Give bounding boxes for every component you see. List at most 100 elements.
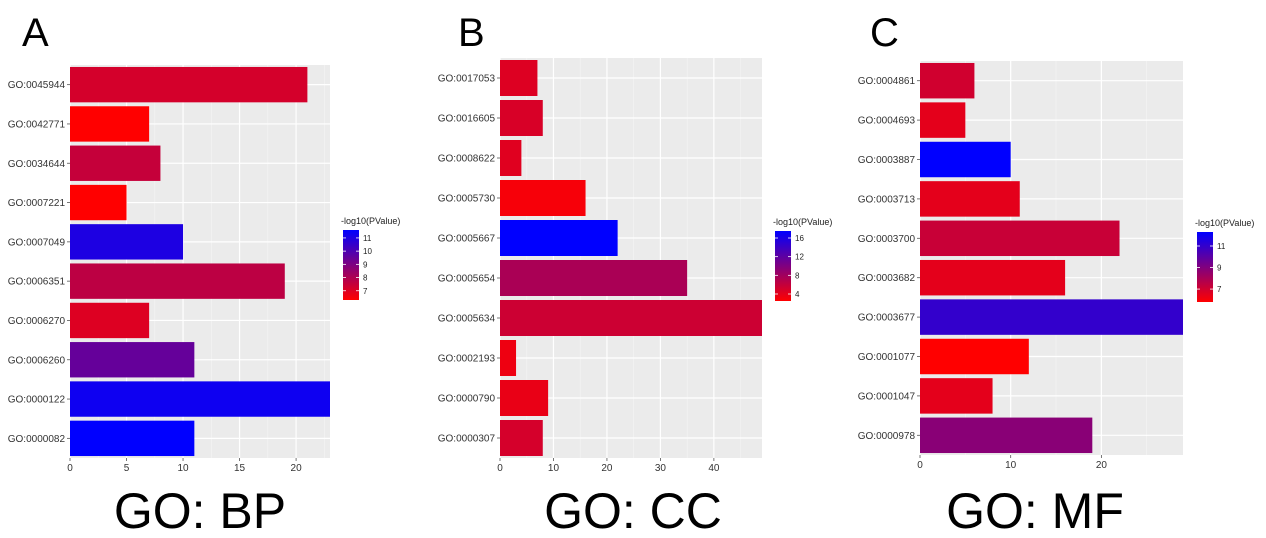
bar-go-0008622 [500,140,522,176]
legend-tick-label: 7 [363,287,368,296]
y-tick-label: GO:0005654 [438,274,496,285]
chart-bp: GO:0045944 GO:0042771 GO:0034644 GO:0007221… [8,65,400,474]
y-tick-label: GO:0001077 [858,352,916,363]
bar-go-0006260 [70,342,195,378]
legend-tick-label: 8 [795,271,800,280]
y-tick-label: GO:0000082 [8,434,66,445]
legend-colorbar [775,231,791,301]
bar-go-0016605 [500,100,543,136]
bar-go-0001077 [920,338,1029,375]
y-tick-label: GO:0003677 [858,313,916,324]
y-tick-label: GO:0000978 [858,431,916,442]
x-tick-label: 20 [601,463,613,474]
x-tick-label: 10 [177,463,189,474]
y-tick-label: GO:0017053 [438,74,496,85]
bar-go-0002193 [500,340,517,376]
y-tick-label: GO:0016605 [438,114,496,125]
chart-mf: GO:0004861 GO:0004693 GO:0003887 GO:0003713… [858,61,1254,471]
x-tick-label: 0 [917,460,923,471]
x-tick-label: 10 [548,463,560,474]
bar-go-0003677 [920,299,1183,335]
y-tick-label: GO:0042771 [8,119,66,130]
color-legend-cc: -log10(PValue) 4 8 12 16 [773,217,832,301]
y-tick-label: GO:0003682 [858,273,916,284]
legend-title: -log10(PValue) [773,217,832,227]
legend-tick-label: 11 [1217,242,1226,251]
y-tick-label: GO:0006270 [8,316,66,327]
legend-tick-label: 12 [795,253,804,262]
bar-go-0005730 [500,180,586,216]
legend-tick-label: 4 [795,290,800,299]
x-tick-label: 20 [291,463,303,474]
legend-tick-label: 10 [363,247,372,256]
y-tick-label: GO:0004693 [858,116,916,127]
y-tick-label: GO:0003887 [858,155,916,166]
bar-go-0003700 [920,220,1120,257]
bar-go-0003713 [920,181,1020,217]
y-tick-label: GO:0001047 [858,391,916,402]
y-tick-label: GO:0003700 [858,234,916,245]
legend-tick-label: 11 [363,234,372,243]
bar-go-0000978 [920,417,1093,454]
bar-go-0004693 [920,102,966,138]
y-tick-label: GO:0005730 [438,194,496,205]
x-tick-label: 10 [1005,460,1017,471]
caption-cc: GO: CC [544,483,722,538]
color-legend-mf: -log10(PValue) 7 9 11 [1195,218,1254,302]
caption-bp: GO: BP [114,483,286,538]
x-tick-label: 30 [655,463,667,474]
y-tick-label: GO:0000122 [8,395,66,406]
y-tick-label: GO:0000307 [438,434,496,445]
legend-colorbar [1197,232,1213,302]
panel-letter-c: C [870,11,899,55]
bar-go-0017053 [500,60,538,96]
bar-go-0004861 [920,62,975,99]
caption-mf: GO: MF [946,483,1124,538]
y-tick-label: GO:0002193 [438,354,496,365]
x-tick-label: 20 [1096,460,1108,471]
bar-go-0006270 [70,302,150,339]
legend-tick-label: 9 [363,260,368,269]
legend-tick-label: 7 [1217,285,1222,294]
bar-go-0000307 [500,420,543,456]
bar-go-0042771 [70,106,150,142]
legend-title: -log10(PValue) [341,216,400,226]
x-tick-label: 40 [708,463,720,474]
bar-go-0045944 [70,66,308,103]
bar-go-0034644 [70,145,161,181]
panel-letter-b: B [458,11,485,55]
y-tick-label: GO:0000790 [438,394,496,405]
legend-title: -log10(PValue) [1195,218,1254,228]
y-tick-label: GO:0045944 [8,80,66,91]
bar-go-0003682 [920,259,1066,296]
legend-tick-label: 9 [1217,264,1222,273]
x-tick-label: 0 [497,463,503,474]
y-tick-label: GO:0007049 [8,237,66,248]
bar-go-0000790 [500,380,549,416]
bar-go-0005654 [500,260,688,296]
bar-go-0000122 [70,381,330,417]
legend-tick-label: 8 [363,274,368,283]
bar-go-0007049 [70,224,184,260]
bar-go-0000082 [70,420,195,457]
panel-c: C GO:0004861 GO:0004693 GO:0003887 GO:00037… [858,11,1255,538]
bar-go-0005634 [500,300,762,336]
y-tick-label: GO:0005634 [438,314,496,325]
y-tick-label: GO:0003713 [858,194,916,205]
x-tick-label: 0 [67,463,73,474]
y-tick-label: GO:0034644 [8,159,66,170]
y-tick-label: GO:0008622 [438,154,496,165]
bar-go-0003887 [920,141,1011,178]
panel-b: B GO:0017053 GO:0016605 GO:0008622 GO:00057… [438,11,833,538]
bar-go-0005667 [500,220,618,256]
y-tick-label: GO:0004861 [858,76,916,87]
panel-letter-a: A [22,11,49,55]
bar-go-0001047 [920,378,993,414]
legend-colorbar [343,230,359,300]
y-tick-label: GO:0006260 [8,355,66,366]
color-legend-bp: -log10(PValue) 7 8 9 10 11 [341,216,400,300]
y-tick-label: GO:0007221 [8,198,66,209]
y-tick-label: GO:0005667 [438,234,496,245]
panel-a: A GO:0045944 GO:0042771 GO:0034644 GO:00072… [8,11,401,538]
